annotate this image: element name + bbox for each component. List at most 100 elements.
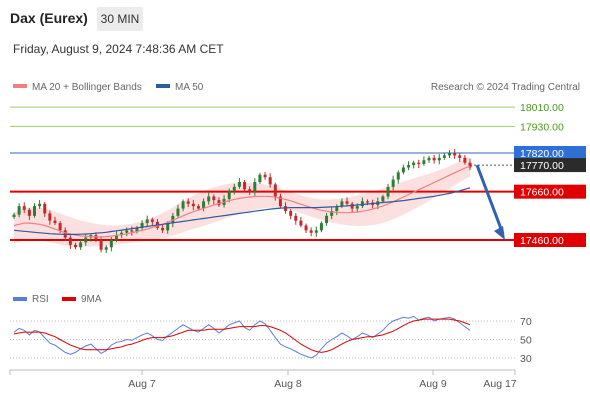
candle-body [360,201,364,207]
candle-body [130,230,134,232]
candle-body [458,155,462,158]
watermark: Research © 2024 Trading Central [431,82,580,93]
rsi-plot: 70 50 30 [10,315,532,365]
candle-body [161,227,165,231]
rsi-9ma-line [13,318,471,353]
datetime-label: Friday, August 9, 2024 7:48:36 AM CET [13,42,224,56]
x-axis: Aug 7 Aug 8 Aug 9 Aug 17 [9,370,517,390]
candle-body [427,157,431,161]
chart-header: Dax (Eurex) 30 MIN [0,0,590,38]
candle-body [186,201,190,204]
candle-body [196,206,200,209]
level-tag-17660.00 [514,184,586,199]
legend-swatch-ma50 [156,84,170,88]
candle-body [207,196,211,202]
x-tick-label: Aug 8 [274,378,302,390]
candle-body [309,230,313,233]
rsi-tick-30: 30 [520,353,532,365]
candle-body [68,237,72,245]
candle-body [258,174,262,182]
candle-body [422,160,426,164]
candle-body [325,215,329,224]
legend-swatch-ma20 [13,84,27,88]
candle-body [448,153,452,156]
x-tick-label: Aug 9 [419,378,447,390]
timeframe-button[interactable]: 30 MIN [97,7,143,31]
candle-body [299,220,303,226]
candle-body [355,206,359,209]
rsi-tick-70: 70 [520,316,532,328]
candle-body [176,208,180,216]
candle-body [273,184,277,197]
candle-body [125,230,129,233]
candle-body [17,206,21,215]
candle-body [366,201,370,203]
candle-body [468,162,472,168]
candle-body [171,215,175,224]
candle-body [304,225,308,231]
candle-body [253,182,257,192]
candle-body [268,177,272,185]
level-label-17460.00: 17460.00 [520,235,564,247]
candle-body [432,157,436,161]
candle-body [391,179,395,187]
candle-body [437,157,441,161]
candle-body [22,206,26,210]
level-tag-17820.00 [514,146,586,160]
candle-body [350,203,354,209]
candle-body [412,162,416,166]
candle-body [319,223,323,231]
candle-body [396,172,400,180]
candle-body [401,167,405,173]
candle-body [212,196,216,201]
candle-body [109,240,113,248]
candle-body [330,211,334,216]
candle-body [94,235,98,240]
candle-body [27,209,31,216]
candle-body [314,230,318,233]
candle-body [120,232,124,236]
legend-ma20: MA 20 + Bollinger Bands [32,82,142,93]
level-tag-17770.00 [514,158,586,173]
candle-body [381,196,385,202]
x-tick-label: Aug 17 [483,378,516,390]
candle-body [263,174,267,178]
legend-swatch-9ma [62,297,76,301]
candle-body [140,223,144,228]
candle-body [417,162,421,164]
ma50-line [13,187,471,235]
level-label-17930.00: 17930.00 [520,121,564,133]
candle-body [453,153,457,156]
bollinger-band [14,156,470,247]
candle-body [335,206,339,211]
candle-body [181,201,185,209]
candle-body [248,189,252,192]
candle-body [53,220,57,224]
candle-body [294,215,298,221]
instrument-title: Dax (Eurex) [10,10,88,26]
level-label-18010.00: 18010.00 [520,102,564,114]
candle-body [145,219,149,224]
candle-body [43,203,47,214]
x-tick-label: Aug 7 [128,378,156,390]
candle-body [104,247,108,250]
candle-body [79,242,83,248]
candle-body [284,206,288,211]
candle-body [217,200,221,205]
candle-body [345,201,349,204]
legend-9ma: 9MA [81,294,102,305]
candle-body [58,223,62,231]
level-label-17820.00: 17820.00 [520,148,564,160]
forecast-arrow-shaft [475,164,505,235]
candle-body [48,213,52,221]
candle-body [289,211,293,216]
candle-body [407,165,411,168]
legend-swatch-rsi [13,297,27,301]
level-tag-17460.00 [514,233,586,247]
candle-body [135,227,139,232]
candle-body [340,201,344,207]
candle-body [32,206,36,216]
candle-body [202,201,206,209]
